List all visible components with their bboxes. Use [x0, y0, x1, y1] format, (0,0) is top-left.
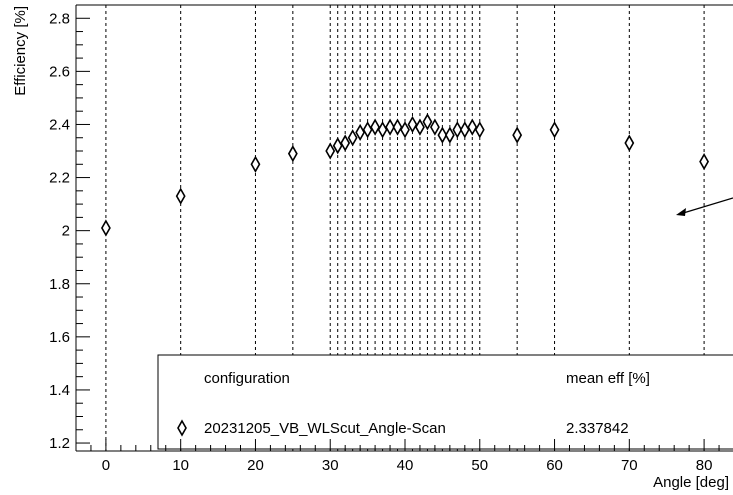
data-point	[287, 145, 298, 163]
data-point	[385, 118, 395, 136]
data-point	[459, 121, 470, 139]
data-point	[370, 118, 381, 136]
data-point	[437, 126, 448, 144]
data-point	[429, 118, 440, 136]
y-tick-label: 2.8	[49, 10, 70, 27]
x-tick-label: 70	[621, 457, 638, 474]
data-point	[325, 142, 336, 160]
x-tick-label: 30	[322, 457, 339, 474]
x-tick-label: 80	[696, 457, 713, 474]
x-tick-label: 50	[471, 457, 488, 474]
data-point	[624, 134, 635, 152]
data-point	[250, 155, 261, 173]
data-point	[355, 123, 366, 142]
x-tick-label: 0	[102, 457, 110, 474]
legend-header-config: configuration	[204, 370, 290, 387]
x-axis-title: Angle [deg]	[653, 474, 729, 491]
arrow-annotation	[676, 197, 733, 216]
data-point	[422, 113, 433, 131]
ticks	[75, 4, 720, 451]
data-point	[347, 129, 358, 147]
x-tick-label: 60	[546, 457, 563, 474]
tick-labels: 0 10 20 30 40 50 60 70 80 1.2 1.4 1.6 1.8 2 2.2 2.4 2.6 2…	[49, 10, 712, 474]
data-point	[512, 126, 523, 144]
y-tick-label: 1.2	[49, 435, 70, 452]
y-tick-label: 2	[62, 223, 70, 240]
data-point	[340, 134, 351, 152]
legend-box	[157, 354, 733, 450]
data-point	[332, 137, 343, 155]
data-point	[452, 121, 463, 139]
data-point	[392, 118, 403, 136]
legend-header-mean: mean eff [%]	[566, 370, 650, 387]
y-tick-label: 2.6	[49, 63, 70, 80]
data-point	[407, 115, 418, 134]
data-point	[377, 121, 388, 139]
data-point	[415, 118, 425, 136]
data-point	[400, 121, 410, 139]
vertical-gridlines	[105, 5, 705, 451]
y-tick-label: 1.8	[49, 276, 70, 293]
y-tick-label: 2.2	[49, 170, 70, 187]
y-axis-title: Efficiency [%]	[12, 6, 29, 96]
x-tick-label: 10	[172, 457, 189, 474]
x-tick-label: 20	[247, 457, 264, 474]
data-points	[100, 113, 710, 237]
data-point	[362, 121, 373, 139]
data-point	[467, 118, 478, 136]
x-tick-label: 40	[397, 457, 414, 474]
y-tick-label: 1.6	[49, 329, 70, 346]
data-point	[474, 121, 485, 139]
legend-series-mean: 2.337842	[566, 420, 629, 437]
data-point	[175, 187, 186, 205]
data-point	[549, 121, 560, 139]
y-tick-label: 1.4	[49, 382, 70, 399]
legend-marker-icon	[177, 419, 187, 437]
data-point	[100, 219, 111, 237]
y-tick-label: 2.4	[49, 116, 70, 133]
data-point	[699, 153, 710, 171]
data-point	[444, 126, 455, 144]
legend-series-name: 20231205_VB_WLScut_Angle-Scan	[204, 420, 446, 437]
legend: configuration mean eff [%] 20231205_VB_W…	[157, 354, 733, 450]
